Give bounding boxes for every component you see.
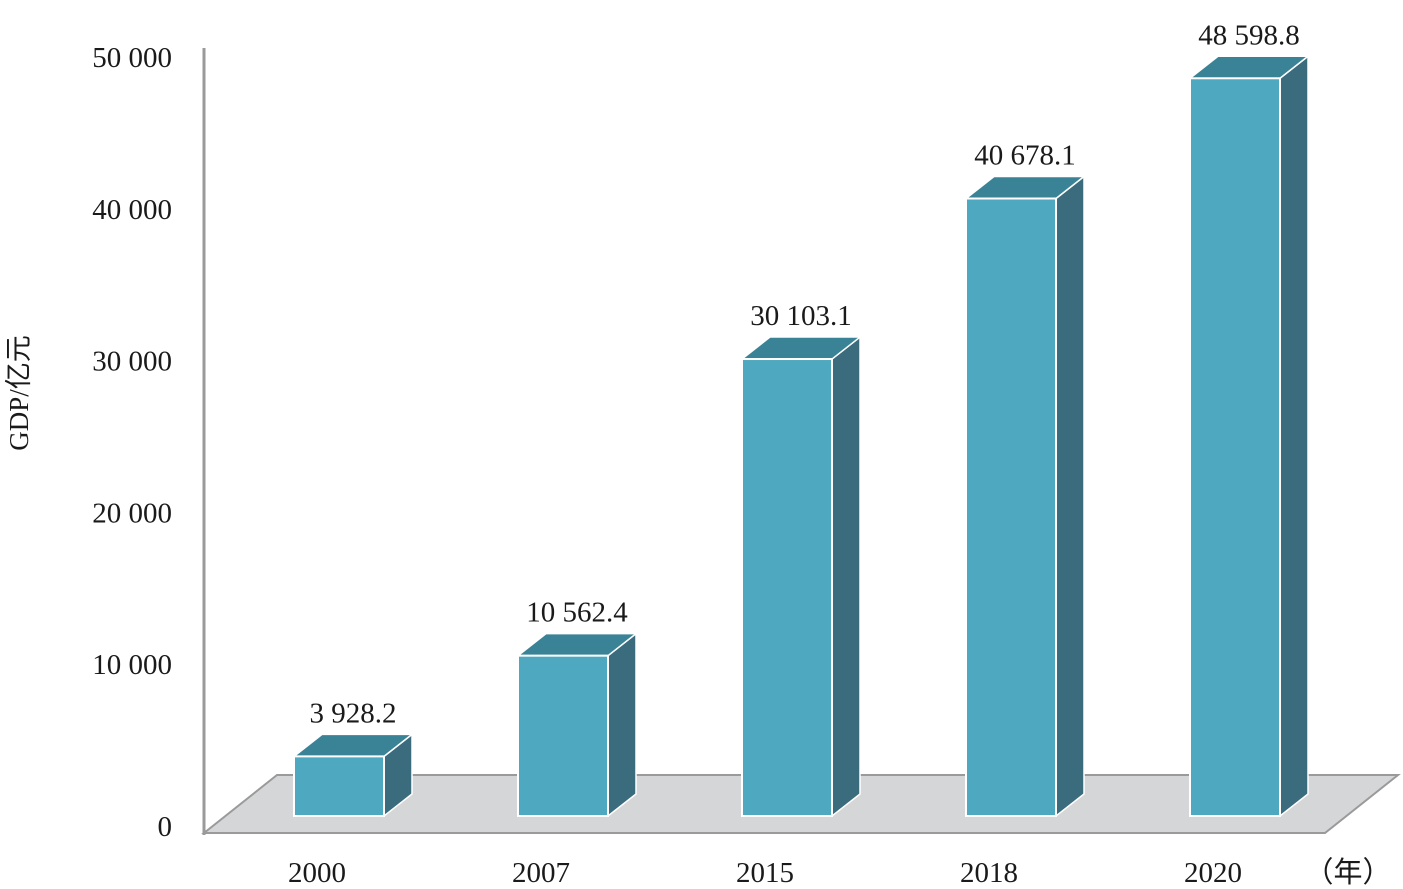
y-tick-label: 0 [158,811,173,843]
bar-side [1055,174,1085,818]
bar-side [1279,54,1309,818]
data-label: 10 562.4 [526,597,628,629]
bar-side [607,632,637,818]
data-label: 40 678.1 [974,140,1076,172]
bar [1187,54,1311,818]
bar [739,335,863,818]
x-tick-label: 2007 [512,857,570,889]
x-tick-label: 2015 [736,857,794,889]
bars [291,54,1311,818]
x-tick-labels: 2000 2007 2015 2018 2020 [288,857,1242,889]
bar-front [517,654,609,818]
x-axis-unit: （年） [1304,856,1391,889]
y-tick-label: 20 000 [92,497,172,529]
bar-front [1189,77,1281,818]
bar-front [965,197,1057,817]
x-tick-label: 2020 [1184,857,1242,889]
bar [963,174,1087,818]
bar-front [293,755,385,818]
data-label: 30 103.1 [750,300,852,332]
data-label: 48 598.8 [1198,19,1300,51]
value-labels: 3 928.2 10 562.4 30 103.1 40 678.1 48 598.8 [310,19,1300,729]
y-tick-label: 50 000 [92,42,172,74]
bar [291,732,415,818]
y-tick-labels: 0 10 000 20 000 30 000 40 000 50 000 [92,42,172,843]
y-tick-label: 40 000 [92,194,172,226]
x-tick-label: 2000 [288,857,346,889]
bar-side [831,335,861,818]
x-tick-label: 2018 [960,857,1018,889]
y-tick-label: 30 000 [92,346,172,378]
y-axis-title: GDP/亿元 [4,335,34,451]
bar [515,632,639,818]
bar-front [741,358,833,817]
y-tick-label: 10 000 [92,649,172,681]
data-label: 3 928.2 [310,697,397,729]
